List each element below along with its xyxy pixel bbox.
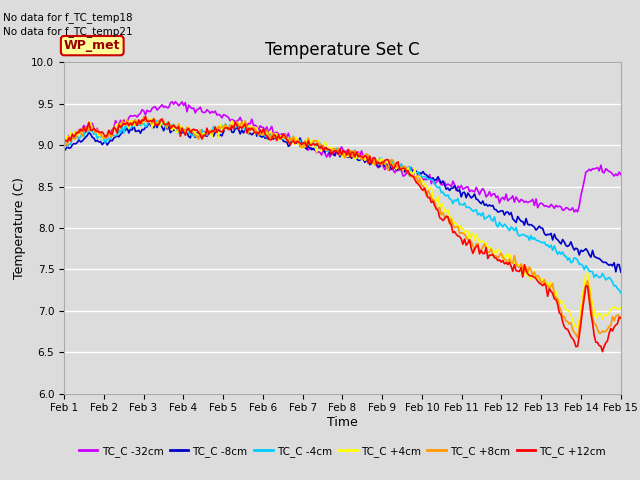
TC_C +4cm (67, 130, 74, 135)
TC_C +12cm (67, 138, 74, 144)
TC_C -32cm (617, 172, 625, 178)
TC_C +12cm (598, 349, 606, 355)
Line: TC_C +4cm: TC_C +4cm (64, 118, 621, 327)
TC_C +8cm (374, 159, 382, 165)
Title: Temperature Set C: Temperature Set C (265, 41, 420, 60)
TC_C +4cm (228, 118, 236, 124)
TC_C +8cm (185, 128, 193, 133)
TC_C -8cm (185, 133, 193, 139)
TC_C -8cm (617, 269, 625, 275)
TC_C +8cm (617, 316, 625, 322)
TC_C +8cm (67, 138, 74, 144)
Text: No data for f_TC_temp21: No data for f_TC_temp21 (3, 26, 133, 37)
TC_C +12cm (374, 159, 382, 165)
TC_C +4cm (617, 305, 625, 311)
TC_C +12cm (524, 271, 532, 276)
TC_C -4cm (617, 290, 625, 296)
TC_C -32cm (185, 102, 193, 108)
TC_C +12cm (185, 125, 193, 131)
TC_C -32cm (60, 137, 68, 143)
TC_C -4cm (60, 143, 68, 149)
TC_C +8cm (517, 261, 525, 267)
TC_C -4cm (152, 117, 159, 123)
TC_C -8cm (228, 129, 236, 135)
Text: WP_met: WP_met (64, 39, 120, 52)
Line: TC_C -32cm: TC_C -32cm (64, 102, 621, 212)
TC_C +4cm (60, 135, 68, 141)
TC_C -4cm (517, 232, 525, 238)
TC_C -4cm (228, 120, 236, 126)
TC_C +4cm (524, 268, 532, 274)
TC_C -4cm (524, 233, 532, 239)
TC_C +4cm (517, 262, 525, 268)
TC_C -4cm (374, 161, 382, 167)
TC_C -32cm (570, 209, 578, 215)
TC_C +8cm (60, 136, 68, 142)
TC_C -8cm (155, 118, 163, 124)
TC_C -32cm (374, 165, 382, 170)
TC_C +12cm (228, 123, 236, 129)
TC_C +12cm (517, 264, 525, 270)
TC_C +4cm (573, 324, 581, 330)
Line: TC_C -4cm: TC_C -4cm (64, 120, 621, 293)
TC_C -4cm (67, 142, 74, 147)
TC_C +12cm (60, 137, 68, 143)
TC_C -32cm (228, 117, 236, 122)
TC_C -4cm (185, 131, 193, 136)
TC_C -8cm (524, 221, 532, 227)
TC_C +4cm (374, 157, 382, 163)
TC_C +4cm (141, 115, 149, 121)
TC_C -8cm (60, 148, 68, 154)
TC_C +12cm (141, 114, 149, 120)
TC_C -8cm (374, 164, 382, 169)
TC_C +8cm (573, 335, 581, 341)
Line: TC_C -8cm: TC_C -8cm (64, 121, 621, 272)
TC_C -32cm (67, 135, 74, 141)
Legend: TC_C -32cm, TC_C -8cm, TC_C -4cm, TC_C +4cm, TC_C +8cm, TC_C +12cm: TC_C -32cm, TC_C -8cm, TC_C -4cm, TC_C +… (74, 442, 611, 461)
TC_C +8cm (524, 269, 532, 275)
Y-axis label: Temperature (C): Temperature (C) (13, 177, 26, 279)
TC_C -32cm (517, 197, 525, 203)
Line: TC_C +8cm: TC_C +8cm (64, 117, 621, 338)
TC_C -8cm (517, 218, 525, 224)
TC_C -32cm (524, 200, 532, 205)
X-axis label: Time: Time (327, 416, 358, 429)
TC_C +4cm (185, 124, 193, 130)
TC_C +8cm (228, 124, 236, 130)
TC_C +8cm (140, 114, 148, 120)
TC_C +12cm (617, 315, 625, 321)
TC_C -32cm (168, 99, 176, 105)
TC_C -8cm (67, 145, 74, 151)
Text: No data for f_TC_temp18: No data for f_TC_temp18 (3, 12, 133, 23)
Line: TC_C +12cm: TC_C +12cm (64, 117, 621, 352)
